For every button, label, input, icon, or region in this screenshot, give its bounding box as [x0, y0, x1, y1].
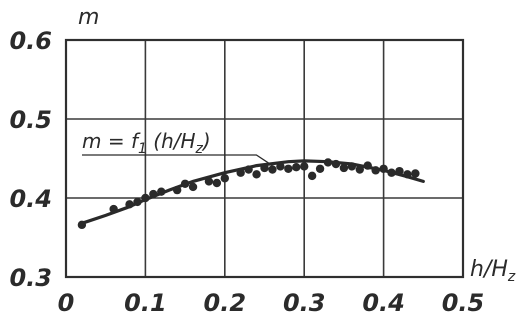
grid: [66, 40, 463, 277]
data-point: [212, 178, 222, 188]
data-point: [339, 163, 349, 173]
data-point: [109, 204, 118, 214]
x-tick-label: 0: [58, 289, 75, 317]
data-point: [403, 170, 412, 179]
data-point: [157, 187, 166, 196]
data-point: [387, 168, 396, 177]
data-point: [315, 164, 325, 173]
data-point: [284, 164, 293, 173]
x-tick-label: 0.1: [124, 289, 167, 317]
data-points: [77, 158, 420, 230]
x-tick-label: 0.2: [204, 289, 247, 317]
fit-annotation-prefix: m = f: [82, 129, 141, 153]
data-point: [133, 197, 142, 207]
data-point: [244, 165, 253, 174]
data-point: [363, 161, 372, 170]
y-tick-label: 0.6: [9, 27, 52, 55]
x-tick-label: 0.4: [362, 289, 405, 317]
data-point: [292, 162, 301, 172]
data-point: [323, 158, 333, 167]
y-tick-label: 0.3: [9, 264, 52, 292]
x-axis-label-subscript: z: [507, 269, 516, 285]
data-point: [77, 220, 87, 230]
fit-annotation-subscript-z: z: [195, 141, 204, 157]
data-point: [276, 162, 285, 171]
fit-annotation-suffix: ): [201, 129, 211, 153]
data-point: [331, 159, 341, 169]
data-point: [141, 193, 150, 203]
data-point: [307, 171, 317, 181]
data-point: [188, 182, 198, 192]
data-point: [236, 168, 245, 177]
data-point: [355, 165, 364, 174]
fit-annotation: m = f1 (h/Hz): [82, 129, 273, 167]
data-point: [204, 177, 214, 186]
x-axis-label-main: h/H: [470, 257, 508, 282]
fit-annotation-text: m = f1 (h/Hz): [82, 129, 211, 157]
data-point: [252, 170, 261, 179]
x-axis-label: h/Hz: [470, 257, 516, 285]
annotation-leader-line: [82, 154, 273, 167]
data-point: [371, 166, 380, 175]
y-tick-label: 0.5: [9, 106, 52, 134]
x-tick-label: 0.3: [283, 289, 326, 317]
y-tick-label: 0.4: [9, 185, 52, 213]
data-point: [379, 164, 388, 173]
data-point: [149, 189, 158, 199]
data-point: [268, 165, 277, 174]
fit-annotation-subscript-1: 1: [138, 141, 147, 157]
data-point: [220, 174, 229, 183]
data-point: [260, 163, 269, 173]
data-point: [125, 200, 134, 209]
data-point: [172, 185, 182, 195]
x-tick-label: 0.5: [442, 289, 485, 317]
fit-annotation-mid: (h/H: [147, 129, 196, 153]
tick-labels: 0 0.1 0.2 0.3 0.4 0.5 0.3 0.4 0.5 0.6: [9, 27, 484, 317]
data-point: [300, 162, 309, 171]
data-point: [180, 179, 190, 188]
y-axis-label: m: [78, 5, 99, 30]
data-point: [347, 162, 357, 171]
plot-frame: [64, 38, 465, 279]
data-point: [411, 169, 420, 178]
data-point: [395, 166, 404, 176]
